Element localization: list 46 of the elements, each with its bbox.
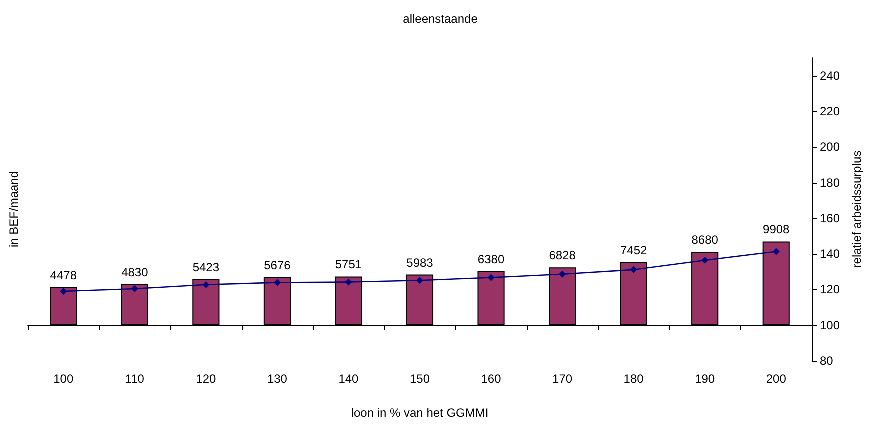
x-tick-label: 140 [338,372,360,386]
x-tick-label: 130 [267,372,288,386]
x-axis-title: loon in % van het GGMMI [351,406,489,420]
point [630,266,638,274]
data-label: 4830 [122,265,149,280]
point [60,288,68,295]
data-label: 4478 [50,268,78,282]
chart-title: alleenstaande [403,12,478,26]
point [131,285,138,292]
data-label: 7452 [620,243,648,258]
y2-axis-title: relatief arbeidssurplus [850,150,864,268]
point [274,279,281,286]
point [416,277,424,284]
x-tick-label: 160 [481,372,502,386]
point [488,274,495,282]
data-label: 5676 [264,258,292,272]
y2-tick-label: 160 [820,211,840,226]
y2-tick-label: 200 [820,140,840,154]
x-tick-label: 200 [766,372,787,386]
data-label: 6380 [478,252,505,266]
data-label: 5751 [335,258,362,272]
y2-tick-label: 140 [820,247,840,262]
x-tick-label: 110 [125,372,145,386]
x-tick-label: 150 [410,372,430,386]
y2-tick-label: 80 [820,354,834,368]
data-label: 5423 [192,260,220,274]
point [702,256,709,264]
x-tick-label: 180 [624,372,644,386]
y2-tick-label: 220 [820,104,840,118]
y2-tick-label: 180 [820,176,840,190]
point [559,270,566,278]
x-tick-label: 100 [54,372,74,386]
x-tick-label: 170 [552,372,573,386]
x-tick-label: 120 [196,372,217,386]
point [345,278,352,286]
y2-tick-label: 120 [820,282,840,297]
data-label: 5983 [406,256,434,270]
data-label: 6828 [549,248,576,263]
y2-tick-label: 240 [820,68,840,83]
y-axis-title: in BEF/maand [7,171,21,248]
data-label: 9908 [763,222,790,237]
x-tick-label: 190 [695,372,716,386]
point [772,248,780,256]
y2-tick-label: 100 [820,318,840,332]
point [202,281,210,288]
data-label: 8680 [692,233,719,248]
